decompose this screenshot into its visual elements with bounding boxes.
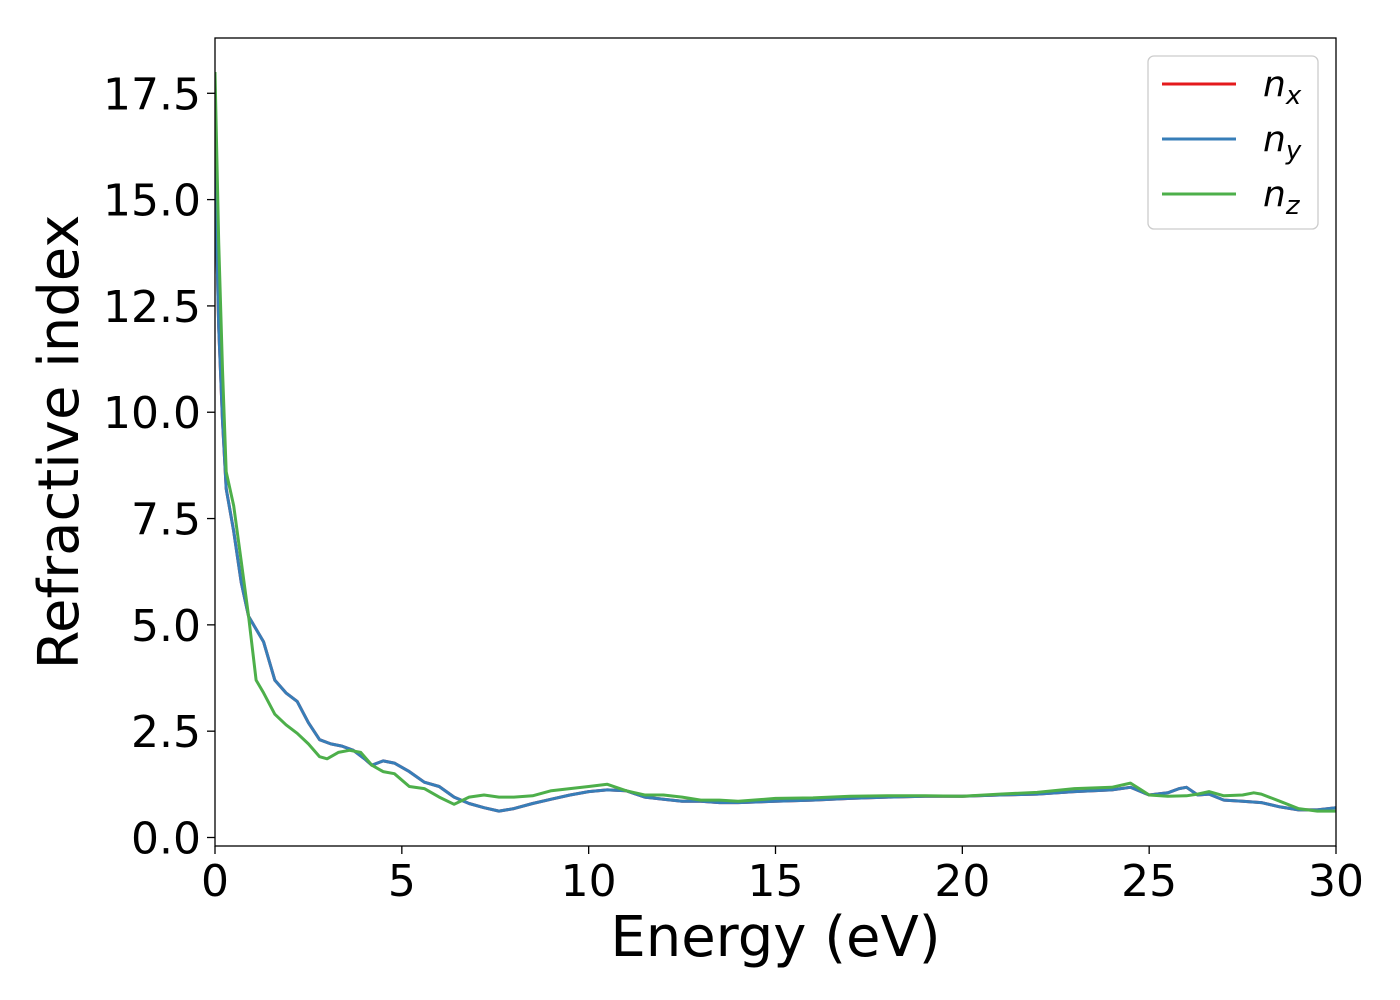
series-line-nx [215,165,1336,813]
x-tick-label: 10 [561,856,617,907]
series-line-ny [215,165,1336,813]
y-tick-label: 0.0 [131,813,201,864]
legend-label-ny: ny [1263,119,1302,166]
y-tick-label: 7.5 [131,495,201,546]
y-axis-title: Refractive index [27,215,92,670]
x-tick-label: 0 [201,856,229,907]
x-tick-label: 30 [1308,856,1364,907]
x-axis-title: Energy (eV) [610,905,940,970]
y-tick-label: 2.5 [131,707,201,758]
legend-box [1147,55,1319,230]
y-axis-ticks: 0.0 2.5 5.0 7.5 10.0 12.5 15.0 17.5 [103,69,215,864]
x-tick-label: 15 [748,856,804,907]
y-tick-label: 17.5 [103,69,201,120]
legend: nx ny nz [1147,55,1319,230]
y-tick-label: 15.0 [103,176,201,227]
legend-label-nz: nz [1263,174,1301,221]
series-lines [215,71,1336,813]
x-tick-label: 25 [1121,856,1177,907]
y-tick-label: 12.5 [103,282,201,333]
y-tick-label: 5.0 [131,601,201,652]
x-axis-ticks: 0 5 10 15 20 25 30 [201,846,1364,907]
x-tick-label: 20 [934,856,990,907]
series-line-nz [215,71,1336,813]
legend-label-nx: nx [1263,64,1302,111]
y-tick-label: 10.0 [103,388,201,439]
x-tick-label: 5 [388,856,416,907]
